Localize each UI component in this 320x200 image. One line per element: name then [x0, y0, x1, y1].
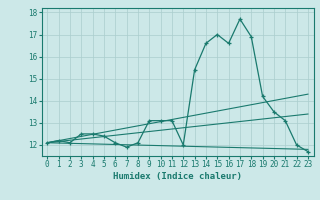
X-axis label: Humidex (Indice chaleur): Humidex (Indice chaleur) [113, 172, 242, 181]
